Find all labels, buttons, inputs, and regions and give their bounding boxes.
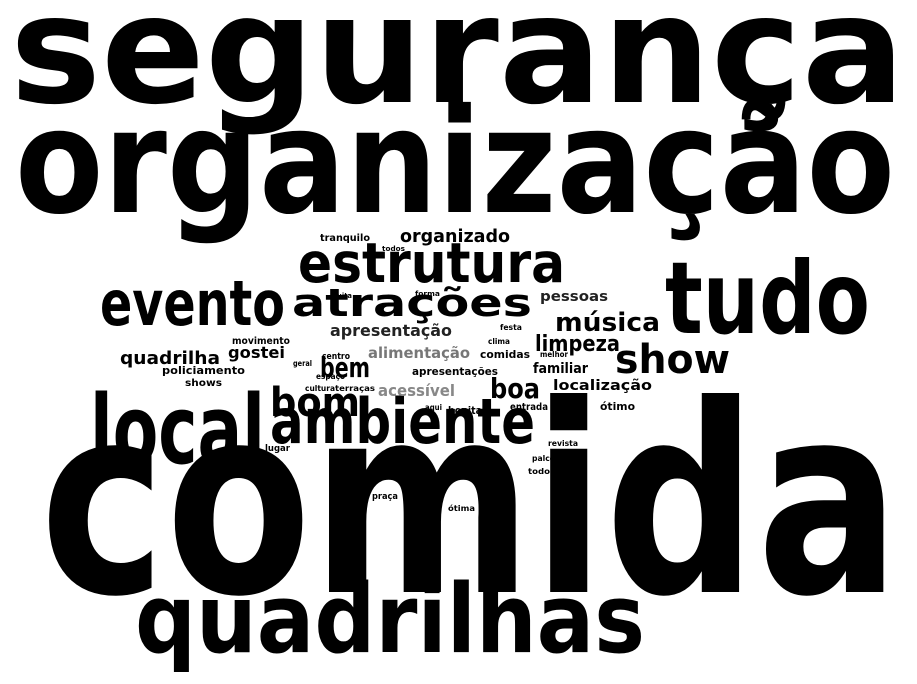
word: centro <box>322 352 350 362</box>
word: acessível <box>378 381 455 400</box>
word: ótima <box>448 503 475 513</box>
word: muita <box>330 292 352 300</box>
word: quadrilhas <box>135 565 645 675</box>
word: geral <box>293 359 312 368</box>
word: movimento <box>232 336 290 347</box>
word: show <box>615 337 730 383</box>
word: comida <box>40 349 900 654</box>
word: bom <box>270 380 360 426</box>
word: revista <box>548 439 578 448</box>
word: festa <box>500 323 522 332</box>
word: policiamento <box>162 364 245 377</box>
word: aqui <box>425 403 442 412</box>
word: bonita <box>448 404 482 417</box>
word: apresentação <box>330 321 452 340</box>
word: clima <box>488 337 510 346</box>
word: palco <box>532 454 555 463</box>
word: lugar <box>265 444 291 454</box>
word: segurança <box>10 0 905 138</box>
word: apresentações <box>412 365 498 378</box>
word: local <box>90 376 265 486</box>
word: praça <box>372 492 398 502</box>
word: ótimo <box>600 400 635 413</box>
word: todo <box>528 467 551 476</box>
word: bem <box>320 351 370 384</box>
word: boa <box>490 372 540 405</box>
word: melhor <box>540 350 568 359</box>
word: shows <box>185 378 222 389</box>
word: evento <box>100 267 285 340</box>
word: espaço <box>316 372 345 381</box>
word: entrada <box>510 402 548 413</box>
word: terraças <box>335 384 375 393</box>
word: tranquilo <box>320 233 370 244</box>
word: comidas <box>480 348 530 361</box>
word: música <box>555 308 660 338</box>
word: familiar <box>533 361 588 377</box>
word: estrutura <box>298 231 565 295</box>
word: forma <box>415 290 440 298</box>
word: localização <box>553 378 652 394</box>
word: organização <box>15 78 895 247</box>
word: pessoas <box>540 289 608 305</box>
word: tudo <box>665 240 870 357</box>
word: gostei <box>228 343 285 362</box>
word: atrações <box>292 281 532 325</box>
word: organizado <box>400 226 510 247</box>
word: todos <box>382 245 405 253</box>
word: limpeza <box>535 332 620 357</box>
word: cultura <box>305 384 335 393</box>
word: alimentação <box>368 344 470 362</box>
word: quadrilha <box>120 348 220 369</box>
word: ambiente <box>270 385 535 458</box>
